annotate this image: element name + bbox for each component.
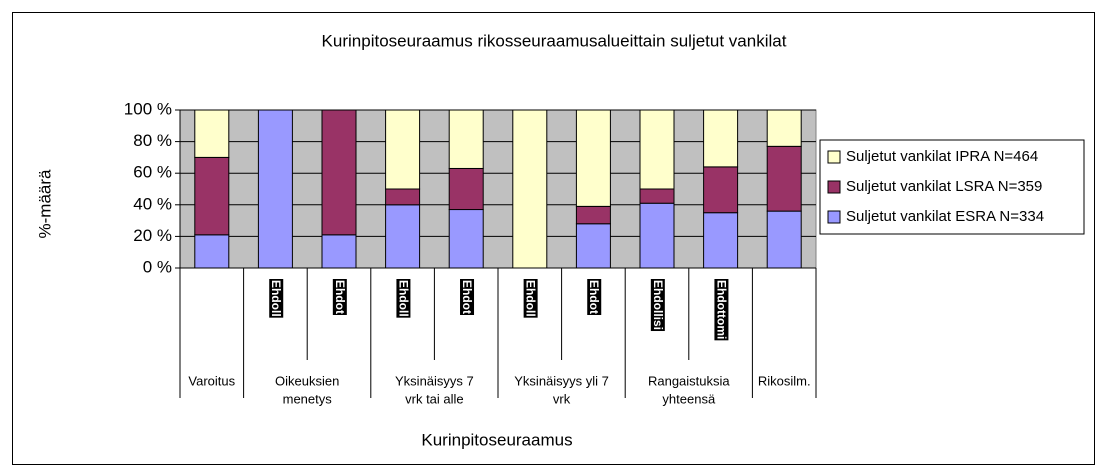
label-background: [650, 279, 665, 332]
y-tick-label: 100 %: [124, 99, 172, 118]
bar-segment: [321, 234, 357, 269]
bar-segment: [766, 210, 802, 269]
inner-category-label: Ehdottomi: [714, 280, 728, 339]
group-label: Yksinäisyys 7: [395, 373, 474, 388]
group-label: Rikosilm.: [758, 373, 811, 388]
bar-segment: [385, 188, 421, 206]
bar-segment: [766, 145, 802, 212]
chart-title: Kurinpitoseuraamus rikosseuraamusalueitt…: [322, 31, 787, 50]
inner-category-label: Ehdot: [460, 280, 474, 314]
group-label: Rangaistuksia: [648, 373, 730, 388]
label-background: [269, 279, 284, 318]
label-background: [523, 279, 538, 318]
y-tick-label: 40 %: [133, 194, 172, 213]
x-axis-label: Kurinpitoseuraamus: [421, 430, 572, 449]
label-background: [714, 279, 729, 341]
inner-label: Ehdottomi: [714, 279, 729, 341]
bar-segment: [575, 223, 611, 269]
bar-segment: [703, 166, 739, 214]
bar-segment: [194, 156, 230, 236]
bar-segment: [703, 109, 739, 168]
inner-label: Ehdot: [587, 279, 602, 315]
inner-category-label: Ehdollisi: [651, 280, 665, 330]
legend-label: Suljetut vankilat IPRA N=464: [846, 148, 1038, 165]
group-label: vrk tai alle: [405, 391, 464, 406]
label-background: [396, 279, 411, 318]
inner-category-label: Ehdot: [333, 280, 347, 314]
bar-segment: [385, 204, 421, 269]
legend-box: [819, 139, 1085, 235]
inner-label: Ehdot: [460, 279, 475, 315]
inner-label: Ehdollisi: [650, 279, 665, 332]
bar-segment: [639, 188, 675, 204]
y-tick-label: 60 %: [133, 163, 172, 182]
inner-label: Ehdoll: [396, 279, 411, 318]
legend-swatch: [827, 150, 841, 164]
legend-swatch: [827, 210, 841, 224]
bar-segment: [639, 202, 675, 269]
inner-label: Ehdot: [332, 279, 347, 315]
group-label: Yksinäisyys yli 7: [514, 373, 609, 388]
inner-category-label: Ehdoll: [396, 280, 410, 317]
label-background: [460, 279, 475, 315]
group-label: yhteensä: [662, 391, 716, 406]
y-axis-label: %-määrä: [35, 169, 54, 239]
inner-category-label: Ehdoll: [524, 280, 538, 317]
bar-segment: [703, 212, 739, 269]
bar-segment: [639, 109, 675, 190]
y-tick-label: 0 %: [143, 257, 172, 276]
bar-segment: [512, 109, 548, 269]
bar-segment: [194, 234, 230, 269]
y-tick-label: 80 %: [133, 131, 172, 150]
inner-label: Ehdoll: [523, 279, 538, 318]
bar-segment: [448, 167, 484, 211]
group-label: Varoitus: [188, 373, 235, 388]
legend-label: Suljetut vankilat LSRA N=359: [846, 178, 1042, 195]
label-background: [587, 279, 602, 315]
group-label: menetys: [283, 391, 333, 406]
inner-label: Ehdoll: [269, 279, 284, 318]
bar-segment: [448, 109, 484, 169]
bar-segment: [321, 109, 357, 236]
legend-swatch: [827, 180, 841, 194]
inner-category-label: Ehdoll: [269, 280, 283, 317]
y-tick-label: 20 %: [133, 226, 172, 245]
bar-segment: [448, 209, 484, 269]
bar-segment: [385, 109, 421, 190]
legend-label: Suljetut vankilat ESRA N=334: [846, 208, 1044, 225]
bar-segment: [575, 109, 611, 207]
bar-segment: [257, 109, 293, 269]
group-label: Oikeuksien: [275, 373, 339, 388]
bar-segment: [194, 109, 230, 158]
inner-category-label: Ehdot: [587, 280, 601, 314]
group-label: vrk: [553, 391, 571, 406]
bar-segment: [575, 205, 611, 225]
bar-segment: [766, 109, 802, 147]
label-background: [332, 279, 347, 315]
